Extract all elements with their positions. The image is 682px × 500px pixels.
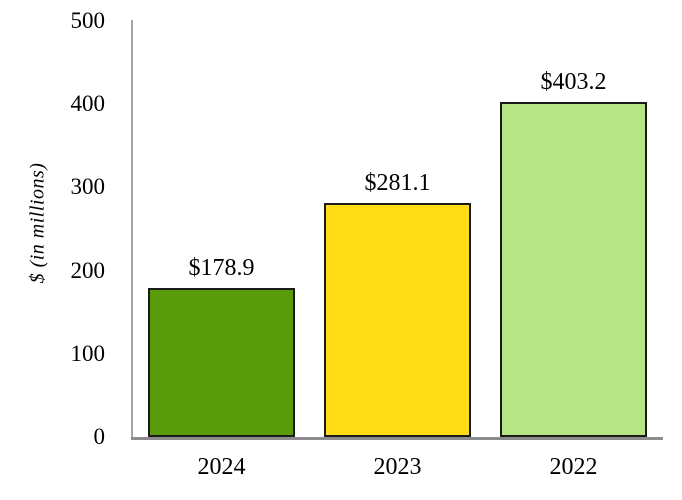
- y-axis-line: [131, 20, 133, 439]
- bar-value-label: $403.2: [540, 69, 607, 95]
- x-category-label: 2022: [549, 454, 598, 480]
- bar-2024: [148, 288, 295, 437]
- y-tick-label: 500: [70, 8, 106, 33]
- y-tick-label: 400: [70, 91, 106, 117]
- x-axis-line: [131, 437, 663, 440]
- y-tick-label: 100: [70, 340, 106, 366]
- y-tick-label: 200: [70, 257, 106, 283]
- y-tick-label: 300: [70, 174, 106, 200]
- x-category-label: 2024: [197, 454, 246, 480]
- bar-2023: [324, 203, 471, 437]
- y-tick-label: 0: [93, 424, 106, 449]
- bar-2022: [500, 102, 647, 437]
- bar-value-label: $281.1: [364, 170, 431, 196]
- bar-value-label: $178.9: [188, 255, 255, 281]
- x-category-label: 2023: [373, 454, 422, 480]
